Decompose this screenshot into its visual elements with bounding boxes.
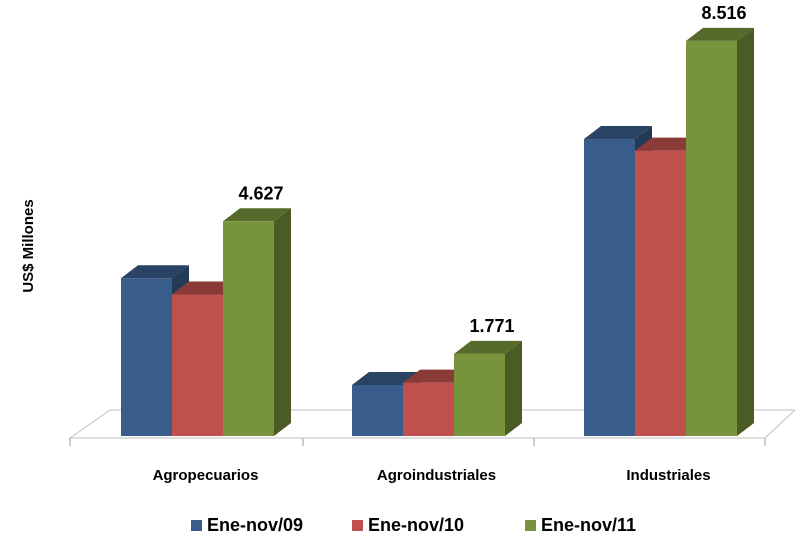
legend-label: Ene-nov/09: [207, 515, 303, 535]
bar: [454, 340, 522, 436]
legend-label: Ene-nov/10: [368, 515, 464, 535]
data-label: 4.627: [238, 183, 283, 203]
legend-swatch: [191, 520, 202, 531]
bar-top: [223, 208, 291, 222]
x-tick-label: Industriales: [626, 467, 710, 484]
x-axis: Agropecuarios Agroindustriales Industriale…: [69, 437, 766, 484]
bar-front: [584, 139, 635, 437]
bar-front: [352, 384, 403, 436]
bar-front: [121, 278, 172, 436]
x-tick-label: Agropecuarios: [153, 467, 259, 484]
data-label: 8.516: [701, 3, 746, 23]
bar-top: [584, 126, 652, 140]
data-label: 1.771: [469, 316, 514, 336]
bar: [223, 208, 291, 436]
y-axis-title: US$ Millones: [20, 199, 37, 292]
bar-side: [737, 27, 754, 436]
legend-swatch: [352, 520, 363, 531]
bars: [121, 27, 754, 437]
bar-front: [454, 353, 505, 436]
bar-side: [274, 208, 291, 436]
legend-swatch: [525, 520, 536, 531]
x-tick-label: Agroindustriales: [377, 467, 496, 484]
bar-side: [505, 340, 522, 436]
bar-front: [172, 294, 223, 436]
bar-top: [686, 27, 754, 41]
bar-top: [352, 371, 420, 385]
legend-item: Ene-nov/10: [352, 515, 464, 535]
legend: Ene-nov/09 Ene-nov/10 Ene-nov/11: [191, 515, 636, 535]
data-labels: 4.627 1.771 8.516: [238, 3, 746, 336]
bar-top: [454, 340, 522, 354]
bar-front: [223, 221, 274, 436]
bar-front: [686, 40, 737, 436]
bar: [686, 27, 754, 436]
bar-front: [403, 382, 454, 436]
legend-label: Ene-nov/11: [541, 515, 636, 535]
bar-top: [121, 265, 189, 279]
legend-item: Ene-nov/09: [191, 515, 303, 535]
legend-item: Ene-nov/11: [525, 515, 636, 535]
bar-front: [635, 150, 686, 436]
